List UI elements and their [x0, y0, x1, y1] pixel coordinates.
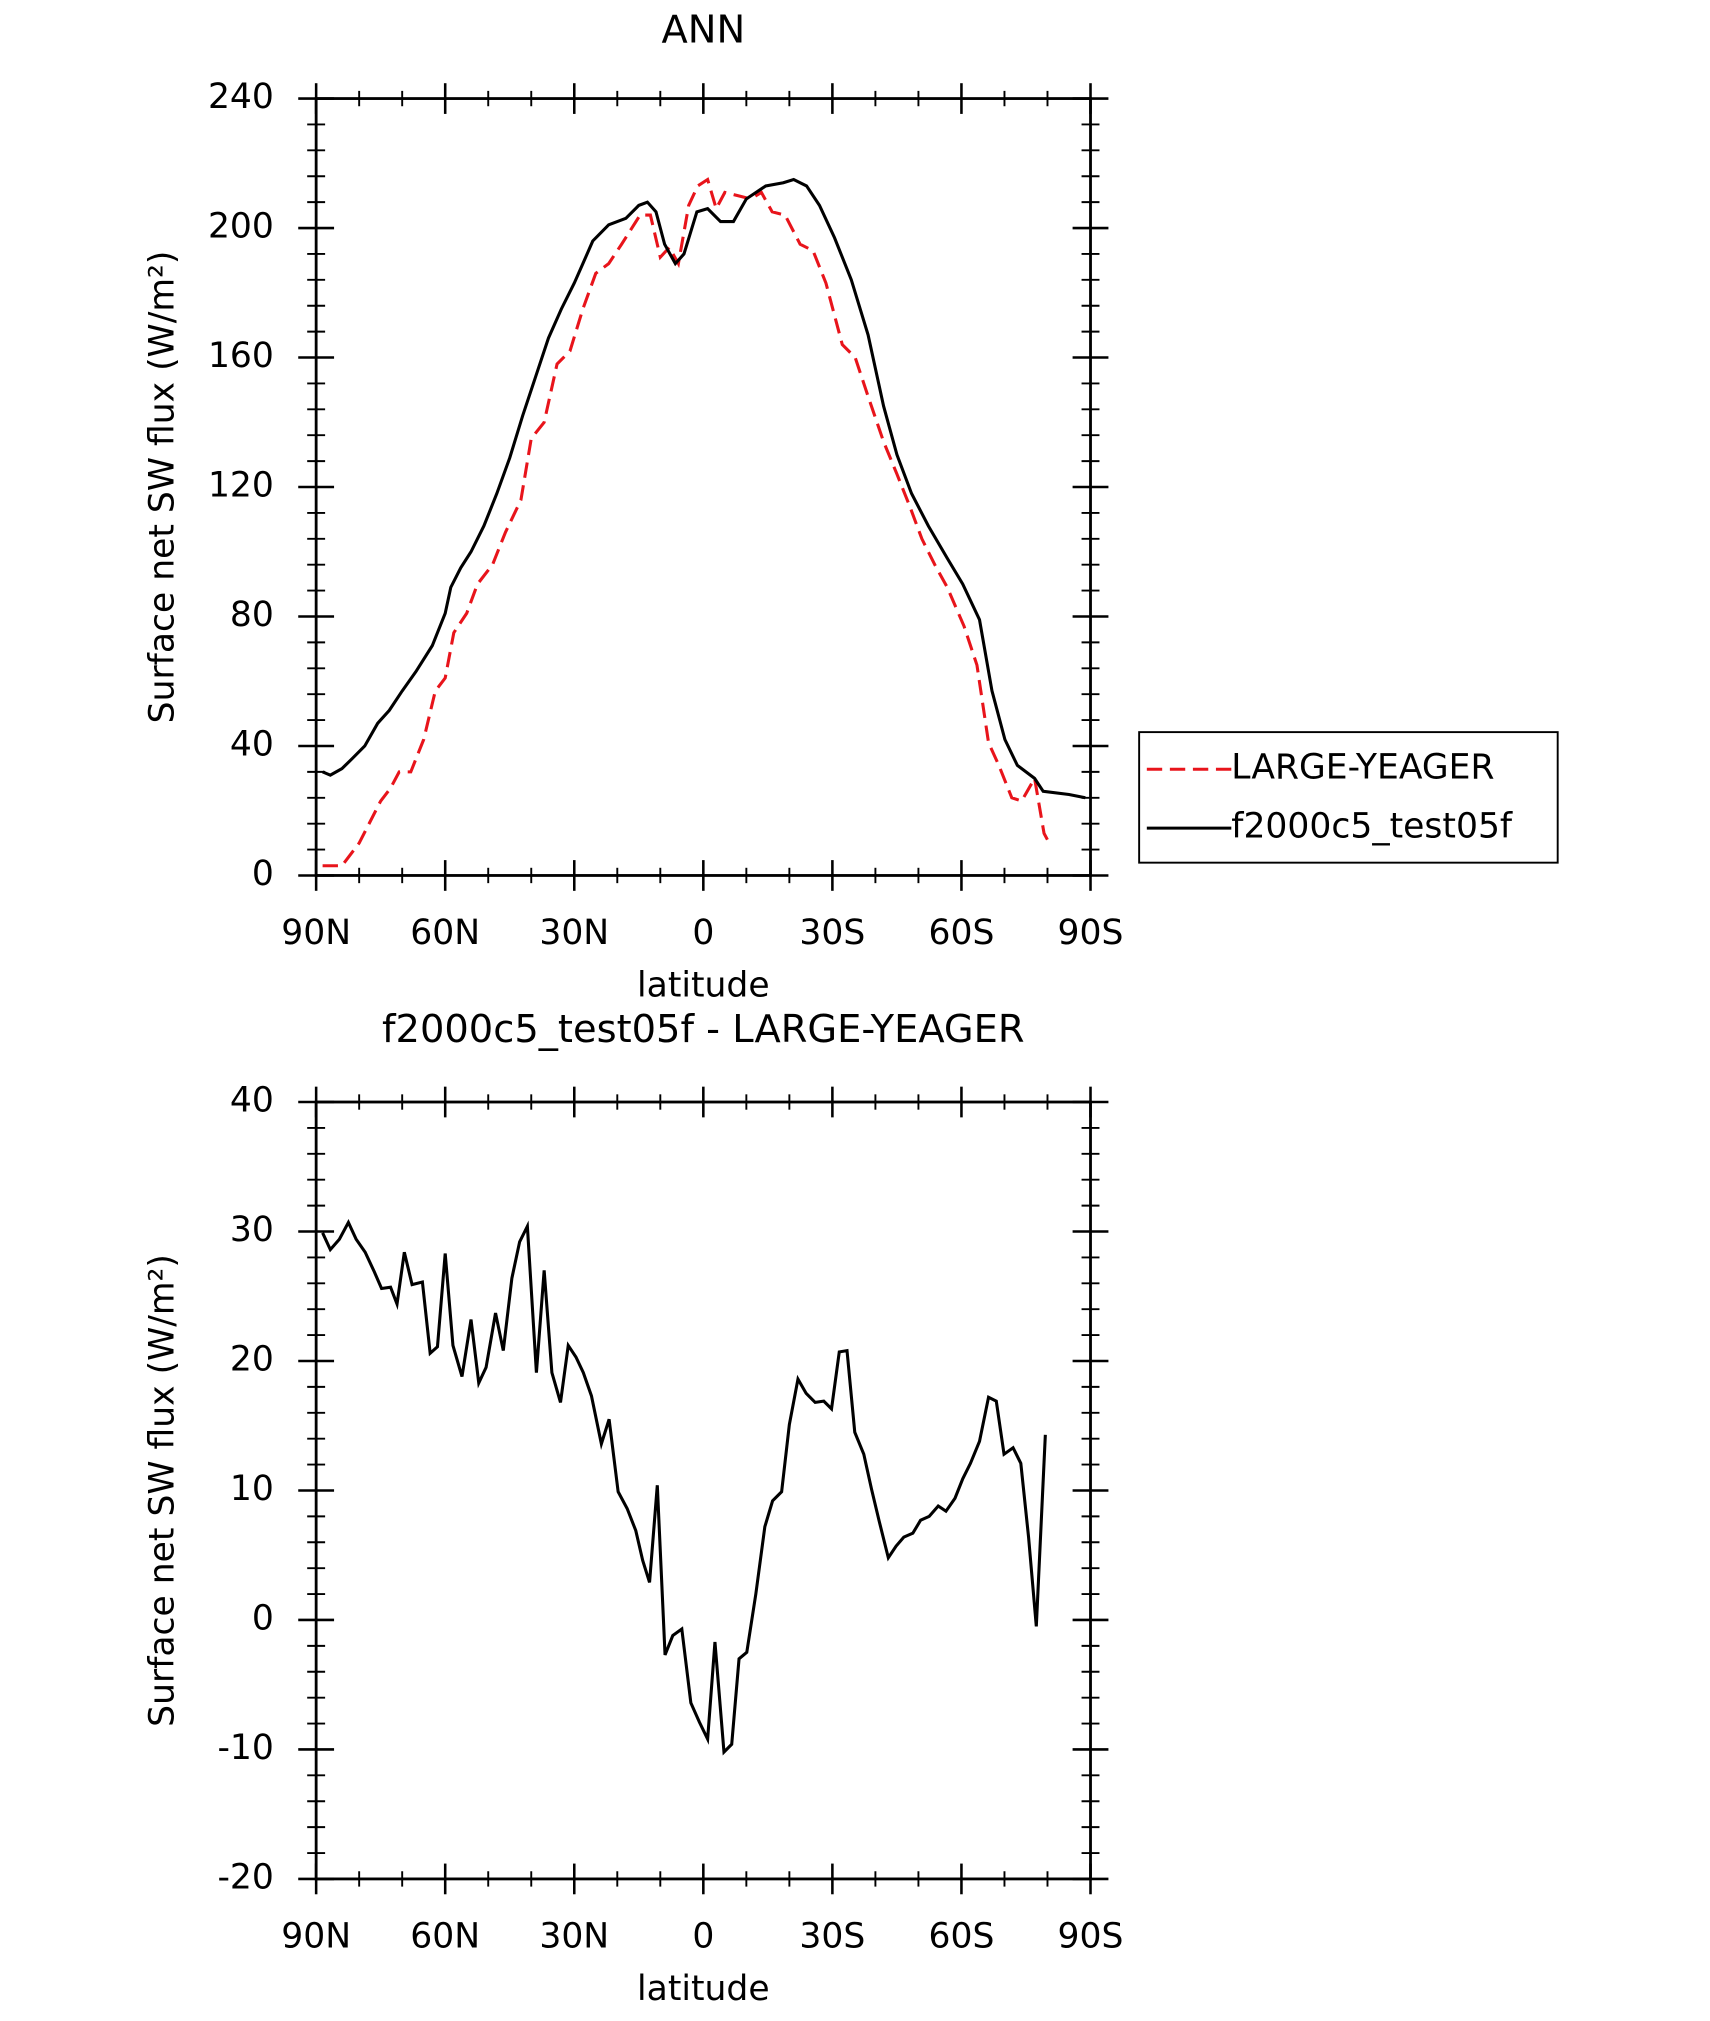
y-tick-label: 30	[230, 1210, 274, 1250]
chart-title: f2000c5_test05f - LARGE-YEAGER	[382, 1007, 1025, 1052]
y-tick-label: 10	[230, 1469, 274, 1509]
x-tick-label: 60S	[929, 913, 995, 953]
legend-label: LARGE-YEAGER	[1231, 748, 1494, 788]
data-line	[322, 177, 1049, 868]
x-tick-label: 90N	[281, 913, 351, 953]
y-axis-label: Surface net SW flux (W/m²)	[142, 251, 182, 724]
x-tick-label: 60N	[410, 913, 480, 953]
x-tick-label: 0	[692, 1916, 714, 1956]
x-tick-label: 0	[692, 913, 714, 953]
y-tick-label: -20	[217, 1857, 273, 1897]
y-tick-label: 80	[230, 595, 274, 635]
y-tick-label: 0	[252, 854, 274, 894]
y-tick-label: 240	[208, 77, 274, 117]
x-tick-label: 30N	[539, 1916, 609, 1956]
legend-label: f2000c5_test05f	[1231, 807, 1513, 847]
y-tick-label: 0	[252, 1598, 274, 1638]
plot-frame	[314, 97, 1092, 877]
y-tick-label: 160	[208, 336, 274, 376]
data-line	[321, 1218, 1047, 1756]
x-axis-label: latitude	[637, 1969, 770, 2009]
x-tick-label: 60N	[410, 1916, 480, 1956]
x-tick-label: 90S	[1058, 913, 1124, 953]
x-tick-label: 90S	[1058, 1916, 1124, 1956]
y-tick-label: 200	[208, 207, 274, 247]
chart-title: ANN	[661, 7, 745, 52]
y-tick-label: 40	[230, 1081, 274, 1121]
x-tick-label: 60S	[929, 1916, 995, 1956]
y-axis-label: Surface net SW flux (W/m²)	[142, 1254, 182, 1727]
plot-frame	[314, 1100, 1092, 1881]
x-axis-label: latitude	[637, 965, 770, 1005]
legend-box	[1138, 731, 1559, 864]
y-tick-label: 40	[230, 724, 274, 764]
x-tick-label: 90N	[281, 1916, 351, 1956]
x-tick-label: 30S	[799, 1916, 865, 1956]
data-line	[322, 177, 1086, 800]
x-tick-label: 30N	[539, 913, 609, 953]
x-tick-label: 30S	[799, 913, 865, 953]
y-tick-label: 120	[208, 466, 274, 506]
y-tick-label: -10	[217, 1728, 273, 1768]
y-tick-label: 20	[230, 1339, 274, 1379]
